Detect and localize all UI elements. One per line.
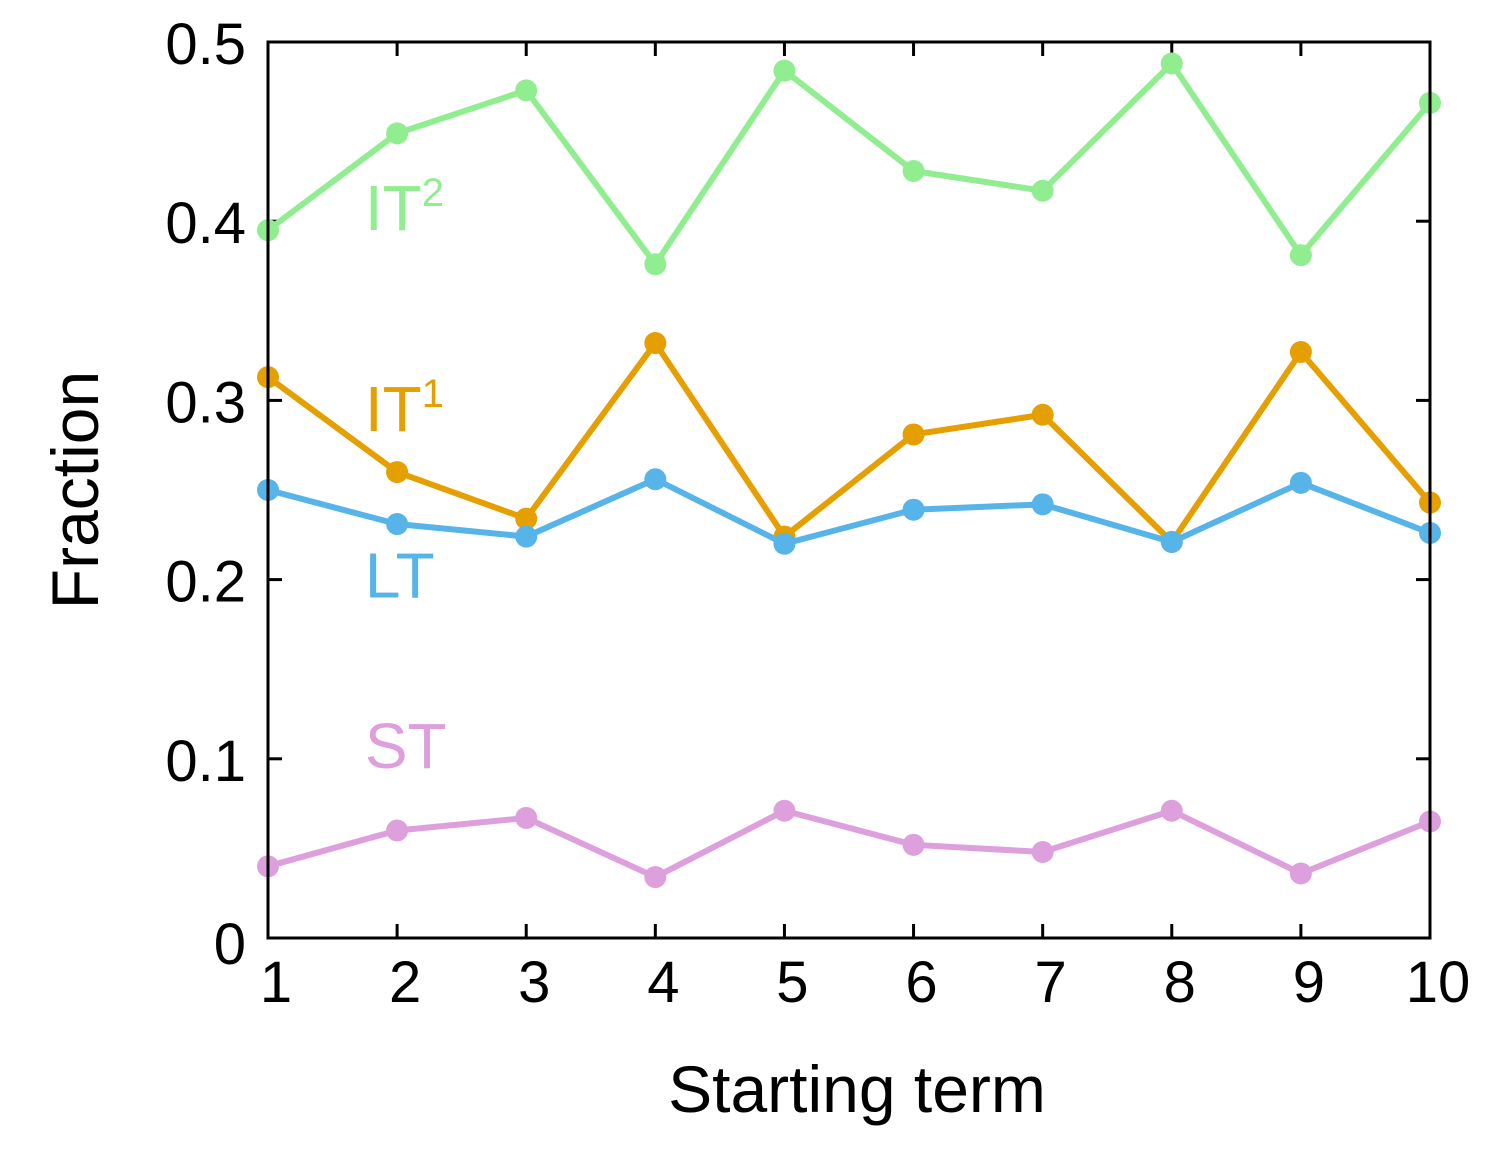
data-point-st xyxy=(1289,862,1312,885)
y-tick-label: 0.4 xyxy=(165,191,246,256)
series-label-st: ST xyxy=(365,710,447,782)
data-point-it2 xyxy=(1289,244,1312,267)
data-point-lt xyxy=(515,525,538,548)
series-label-lt: LT xyxy=(365,540,435,612)
data-point-it1 xyxy=(902,423,925,446)
y-axis-title: Fraction xyxy=(38,371,112,609)
series-line-st xyxy=(267,807,1432,881)
data-point-lt xyxy=(1289,471,1312,494)
y-tick-labels: 0 0.1 0.2 0.3 0.4 0.5 xyxy=(165,12,246,977)
data-point-it2 xyxy=(515,79,538,102)
y-tick-label: 0.3 xyxy=(165,370,246,435)
x-axis-title: Starting term xyxy=(668,1052,1046,1126)
data-point-it1 xyxy=(1289,341,1312,364)
data-point-it1 xyxy=(644,332,667,355)
data-point-it2 xyxy=(1031,179,1054,202)
x-tick-label: 10 xyxy=(1406,950,1471,1015)
x-tick-label: 4 xyxy=(647,950,679,1015)
series-line-it1 xyxy=(266,340,1433,545)
series-it2 xyxy=(257,52,1441,276)
data-point-it1 xyxy=(386,461,409,484)
data-point-it2 xyxy=(386,122,409,145)
series-it1 xyxy=(257,332,1441,553)
series-label-it1: IT1 xyxy=(365,372,444,445)
x-tick-label: 3 xyxy=(518,950,550,1015)
data-point-lt xyxy=(902,498,925,521)
data-point-st xyxy=(773,799,796,822)
data-point-it2 xyxy=(644,253,667,276)
data-point-lt xyxy=(644,468,667,491)
data-point-it2 xyxy=(773,59,796,82)
y-tick-label: 0.5 xyxy=(165,12,246,77)
x-tick-label: 2 xyxy=(389,950,421,1015)
x-tick-labels: 1 2 3 4 5 6 7 8 9 10 xyxy=(260,950,1470,1015)
series-labels: IT2 IT1 LT ST xyxy=(365,171,447,782)
data-point-it1 xyxy=(1031,403,1054,426)
data-point-st xyxy=(902,833,925,856)
data-point-lt xyxy=(386,513,409,536)
data-point-st xyxy=(1160,799,1183,822)
x-tick-label: 1 xyxy=(260,950,292,1015)
data-point-it1 xyxy=(515,507,538,530)
plot-frame xyxy=(266,40,1432,940)
data-point-lt xyxy=(1031,493,1054,516)
y-tick-label: 0 xyxy=(214,912,246,977)
data-point-it2 xyxy=(1160,52,1183,75)
data-point-st xyxy=(1031,840,1054,863)
y-tick-label: 0.1 xyxy=(165,729,246,794)
data-point-lt xyxy=(1160,530,1183,553)
series-line-it2 xyxy=(266,60,1433,268)
series-st xyxy=(257,799,1441,889)
series-label-it2: IT2 xyxy=(365,171,444,244)
data-point-lt xyxy=(773,532,796,555)
x-tick-label: 9 xyxy=(1293,950,1325,1015)
x-tick-label: 7 xyxy=(1035,950,1067,1015)
series-line-lt xyxy=(267,476,1432,547)
data-point-st xyxy=(515,806,538,829)
data-point-it2 xyxy=(902,160,925,183)
x-tick-label: 6 xyxy=(905,950,937,1015)
x-tick-label: 5 xyxy=(776,950,808,1015)
data-point-st xyxy=(644,866,667,889)
y-tick-label: 0.2 xyxy=(165,550,246,615)
x-tick-label: 8 xyxy=(1164,950,1196,1015)
data-point-st xyxy=(386,819,409,842)
